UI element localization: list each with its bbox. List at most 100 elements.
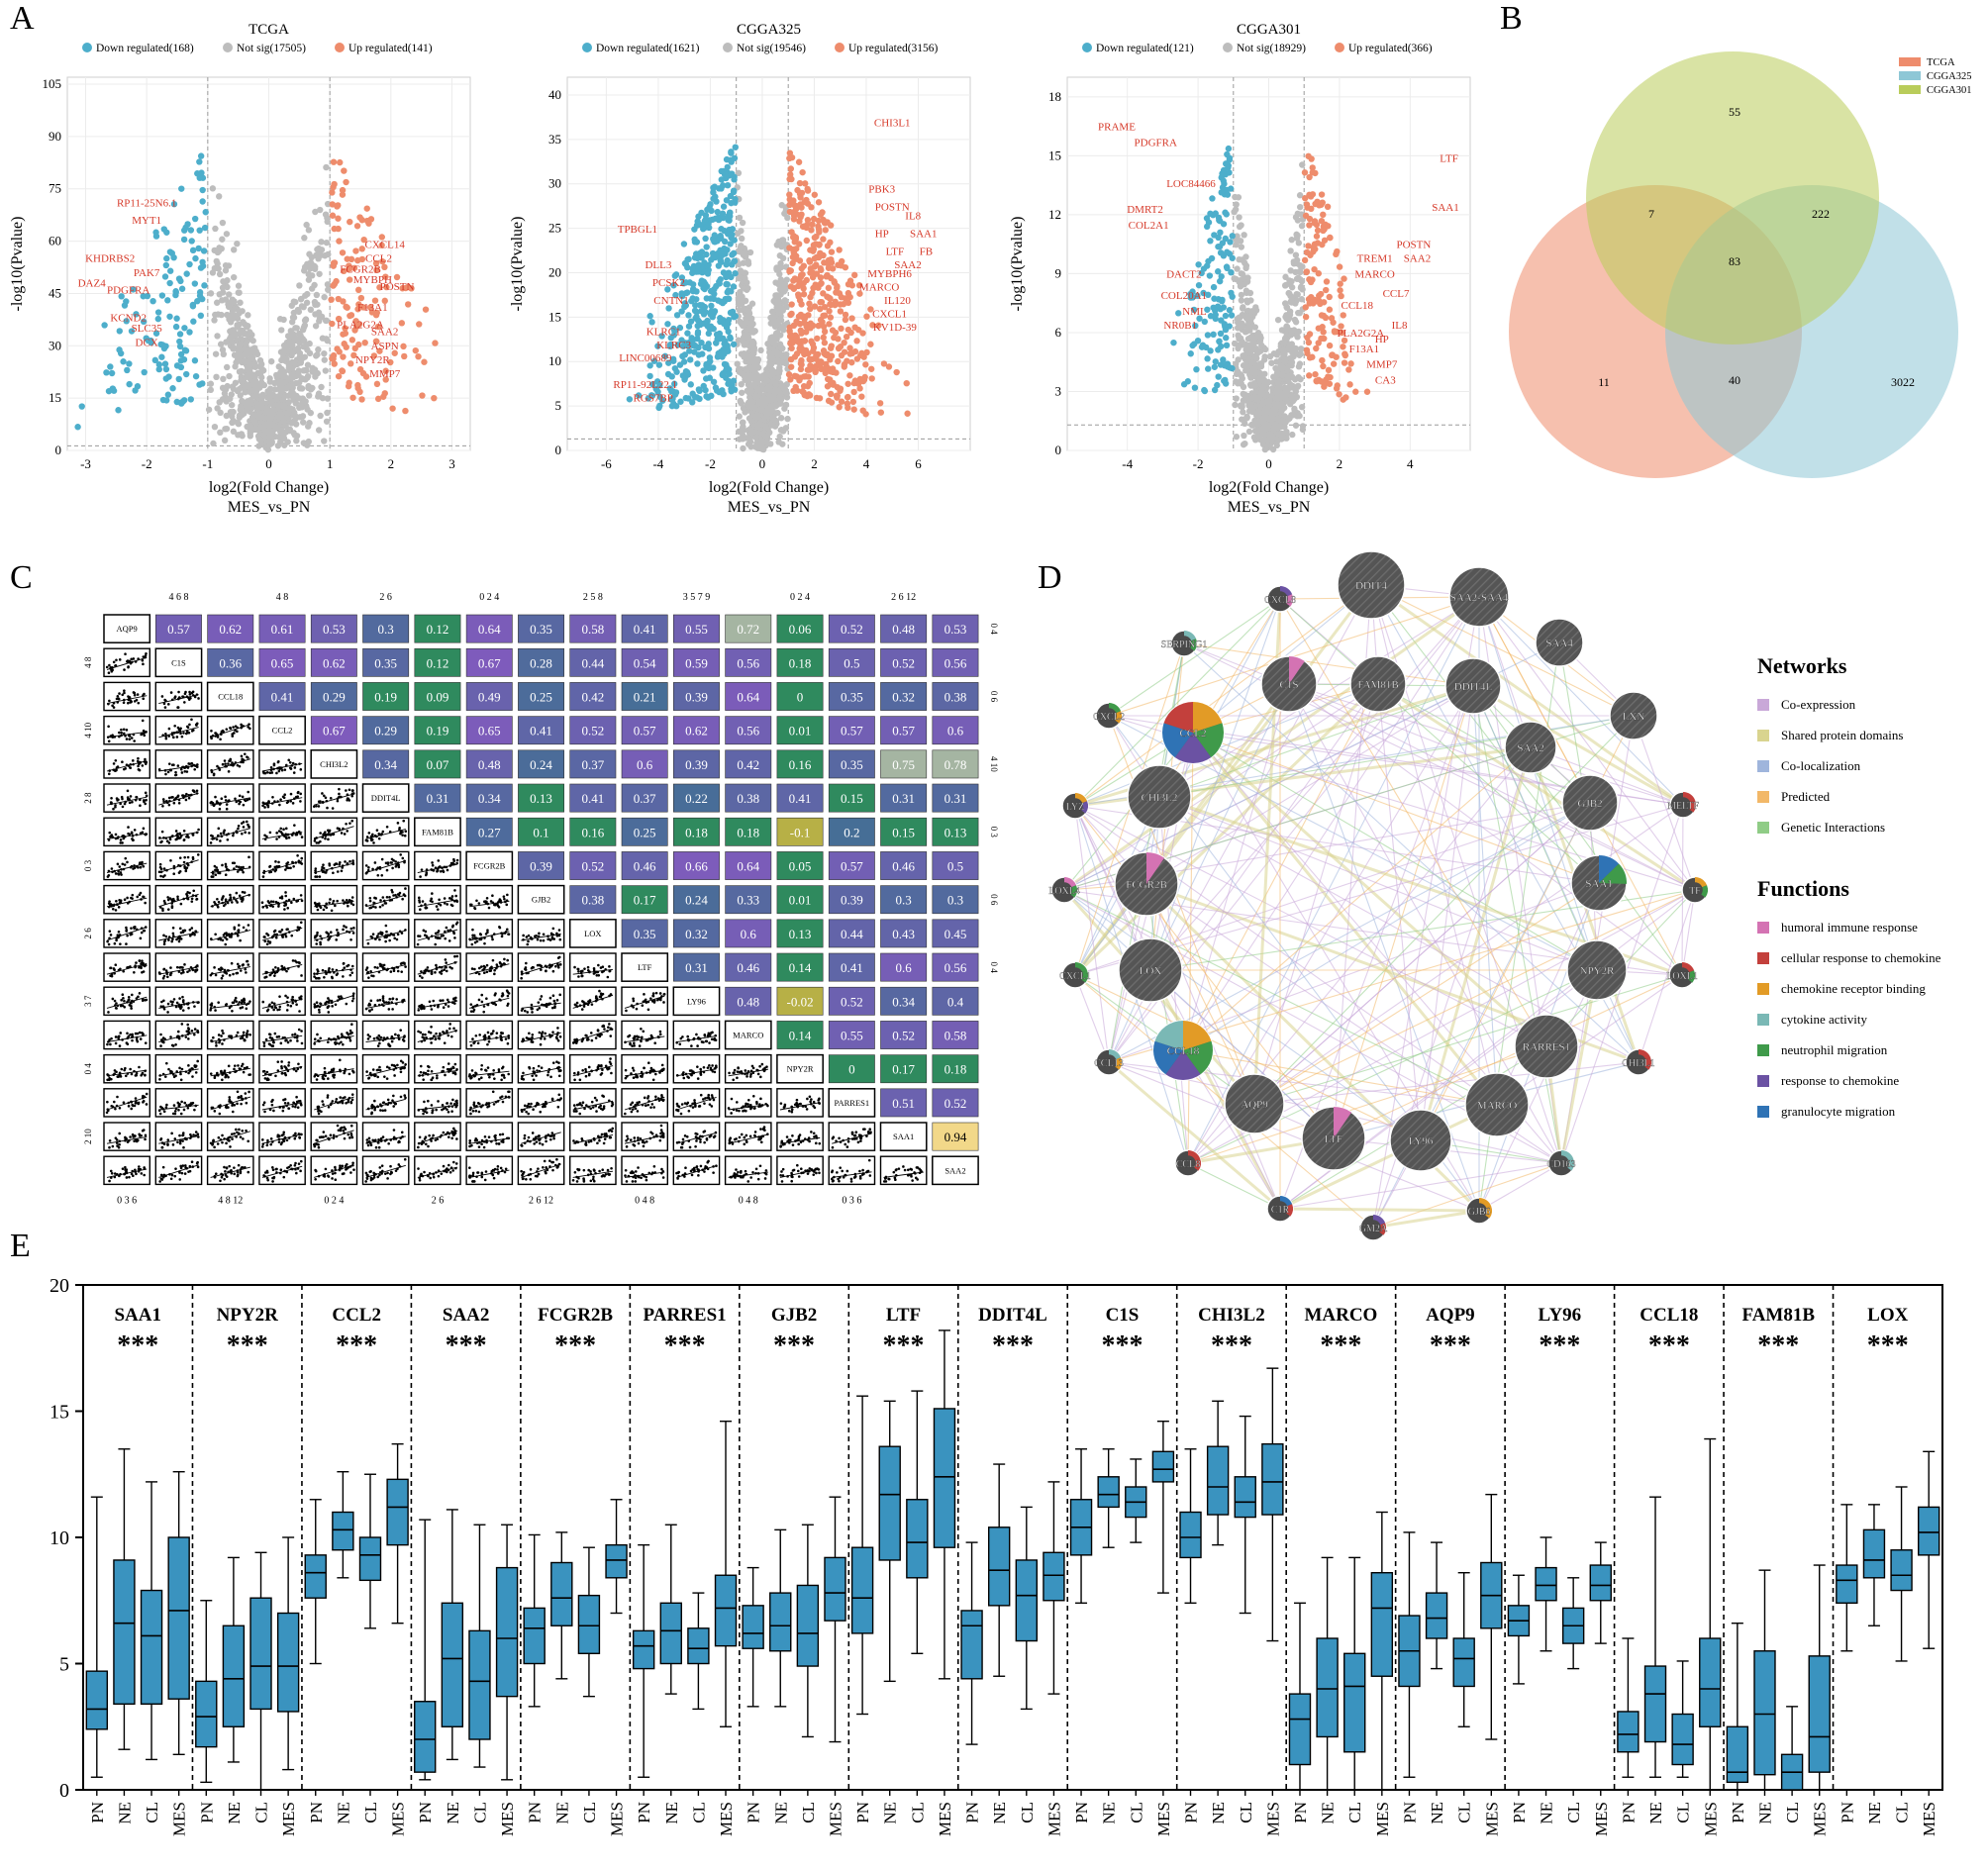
point-down [701,303,709,311]
diag-gene-label: SAA1 [893,1132,914,1141]
point-not-sig [219,236,226,243]
point-up [788,345,795,352]
point-not-sig [227,335,234,343]
point-up [350,351,357,359]
scatter-cell [414,1088,461,1118]
point-down [718,235,725,243]
point-down [727,156,735,163]
point-down [196,289,204,296]
point-down [723,280,730,288]
point-up [1326,342,1334,349]
legend-text: neutrophil migration [1781,1041,1888,1057]
point-up [820,323,828,331]
point-down [1207,238,1214,245]
point-not-sig [1255,410,1262,417]
corr-cell [569,716,617,745]
point-not-sig [1271,422,1279,429]
point-down [124,366,131,374]
point-down [704,270,712,277]
point-down [197,152,205,159]
network-node-label: NPY2R [1580,965,1616,977]
corr-value: 0.62 [323,655,346,670]
group-label: CL [689,1802,708,1823]
point-up [903,379,910,387]
corr-cell [518,614,565,643]
corr-value: 0.41 [271,690,294,705]
point-not-sig [289,348,296,355]
corr-cell [776,817,824,846]
corr-value: 0.3 [896,893,912,908]
point-up [1340,312,1346,319]
point-up [786,333,794,340]
point-not-sig [324,281,332,288]
corr-cell [672,614,720,643]
gene-label-up: SAA1 [1432,202,1459,214]
scatter-cell [724,1122,772,1151]
point-up [868,375,875,382]
legend-label: Not sig(17505) [237,43,306,54]
scatter-cell [258,884,306,915]
point-up [867,306,874,313]
corr-value: 0.52 [892,1029,915,1043]
point-down [697,321,704,329]
corr-cell [776,919,824,948]
point-not-sig [226,372,233,380]
point-not-sig [293,325,300,332]
point-down [1222,326,1230,334]
point-up [353,223,361,230]
scatter-cell [103,1155,150,1186]
corr-cell [725,986,772,1016]
point-down [1195,281,1203,289]
point-not-sig [229,419,236,427]
corr-cell [258,647,306,677]
point-not-sig [1281,300,1289,307]
point-down [728,170,736,177]
point-up [792,205,800,213]
point-up [801,319,808,327]
legend-swatch [1757,921,1769,934]
point-not-sig [297,359,305,366]
point-down [201,224,209,232]
point-not-sig [1240,409,1246,416]
point-down [694,360,701,367]
network-node-label: AQP9 [1241,1099,1268,1111]
point-up [399,285,406,292]
corr-cell [621,783,668,813]
point-not-sig [257,424,264,431]
point-down [731,176,738,183]
legend-text: response to chemokine [1781,1072,1900,1088]
point-down [1211,386,1219,394]
y-axis-label: -log10(Pvalue) [1009,217,1026,312]
point-not-sig [770,390,778,397]
point-not-sig [222,386,230,393]
point-not-sig [1288,356,1295,364]
point-not-sig [315,427,323,434]
point-down [1193,365,1200,373]
network-node-label: CXCL2 [1093,712,1125,723]
point-not-sig [223,412,230,420]
scatter-cell [206,884,254,915]
point-down [1211,232,1218,239]
point-down [197,264,205,271]
group-label: MES [389,1802,408,1836]
gene-label-up: MMP7 [369,368,401,380]
corr-cell [932,1054,979,1084]
x-tick-label: -1 [202,456,213,471]
gene-label-up: SAA1 [910,229,938,241]
point-not-sig [742,341,749,347]
point-up [810,345,818,351]
point-down [1228,312,1236,319]
scatter-cell [517,1155,565,1186]
y-tick-label: 6 [1055,325,1062,340]
point-not-sig [767,320,774,327]
point-down [164,297,171,304]
point-down [698,248,706,255]
point-up [1325,366,1333,374]
point-not-sig [213,299,221,306]
corr-cell [828,851,875,880]
point-not-sig [1295,373,1302,381]
point-up [790,216,798,223]
scatter-cell [154,986,203,1017]
network-node: LOXL1 [1666,961,1698,989]
point-not-sig [318,383,325,391]
